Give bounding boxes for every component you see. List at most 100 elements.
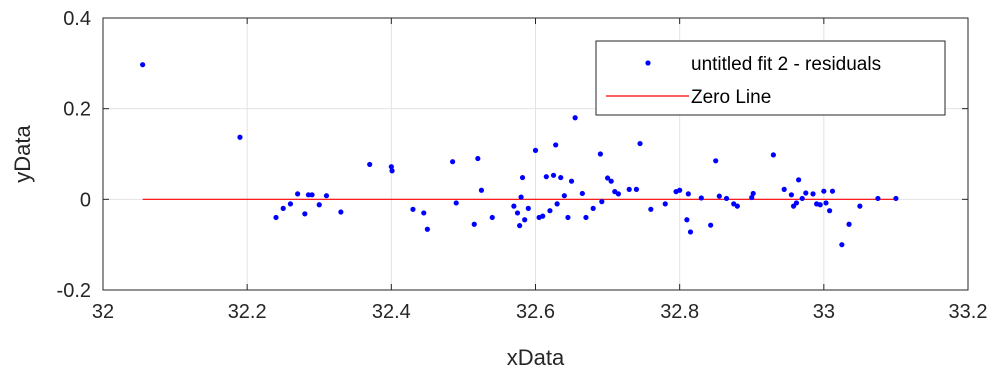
residual-point <box>857 203 863 209</box>
residual-point <box>140 62 146 68</box>
residual-point <box>550 172 557 178</box>
legend: untitled fit 2 - residuals Zero Line <box>595 40 946 116</box>
residual-point <box>846 221 852 227</box>
residual-point <box>604 175 611 181</box>
residual-point <box>489 214 495 221</box>
residual-point <box>553 142 559 148</box>
y-tick-label: 0.4 <box>63 8 91 30</box>
residual-point <box>579 190 585 197</box>
residual-point <box>517 223 523 229</box>
residual-point <box>713 158 719 164</box>
residual-point <box>295 191 301 197</box>
residual-point <box>875 195 881 202</box>
residual-point <box>698 195 704 201</box>
residual-point <box>518 194 524 200</box>
residual-point <box>519 174 526 181</box>
legend-label-residuals: untitled fit 2 - residuals <box>691 54 881 75</box>
residual-point <box>450 159 456 165</box>
residual-point <box>648 206 654 212</box>
residual-point <box>554 201 560 207</box>
residual-point <box>309 192 315 198</box>
residual-point <box>568 178 575 184</box>
residual-point <box>338 209 344 215</box>
residual-point <box>367 161 373 168</box>
residual-point <box>287 201 294 207</box>
residual-point <box>389 168 395 174</box>
residual-point <box>543 174 549 180</box>
axis-ticks <box>102 17 969 291</box>
residual-point <box>708 222 714 228</box>
residual-point <box>685 191 691 197</box>
residual-point <box>615 191 621 197</box>
residual-point <box>599 199 605 205</box>
residual-point <box>583 214 589 221</box>
x-tick-label: 32.2 <box>228 301 267 323</box>
residual-point <box>522 217 528 223</box>
residual-point <box>471 221 477 227</box>
residual-point <box>788 192 794 198</box>
x-tick-label: 32 <box>92 301 114 323</box>
residual-point <box>478 187 485 193</box>
y-tick-label: 0 <box>80 189 91 211</box>
residual-point <box>421 210 427 216</box>
residual-point <box>821 188 827 194</box>
residual-point <box>684 217 690 223</box>
x-tick-label: 32.8 <box>660 301 699 323</box>
residual-point <box>590 205 596 211</box>
residual-point <box>547 208 553 214</box>
residual-point <box>662 201 668 207</box>
residual-point <box>323 193 330 199</box>
legend-box <box>595 40 946 116</box>
residual-point <box>781 186 787 192</box>
residual-point <box>637 140 643 147</box>
residual-point <box>608 178 614 184</box>
residual-point <box>633 186 640 192</box>
residual-point <box>793 200 800 206</box>
residual-point <box>799 195 805 202</box>
residual-point <box>597 151 603 157</box>
residual-point <box>572 115 578 121</box>
residual-point <box>424 226 430 232</box>
residual-point <box>817 202 823 208</box>
residual-point <box>410 206 416 212</box>
residual-point <box>687 229 694 235</box>
residual-point <box>453 200 459 206</box>
residual-point <box>511 203 517 209</box>
residual-point <box>302 211 308 217</box>
residual-point <box>803 190 809 196</box>
x-tick-label: 33.2 <box>949 301 988 323</box>
residual-point <box>475 155 481 162</box>
y-axis-label: yData <box>10 125 35 183</box>
residual-point <box>305 192 312 198</box>
residual-point <box>237 134 243 140</box>
residual-point <box>280 205 286 211</box>
residual-point <box>734 203 740 209</box>
residual-point <box>723 195 730 202</box>
x-tick-label: 32.4 <box>372 301 411 323</box>
residual-point <box>716 193 722 199</box>
residual-point <box>827 208 833 214</box>
y-tick-label: 0.2 <box>63 99 91 121</box>
residual-point <box>532 147 539 153</box>
residual-point <box>750 190 756 197</box>
residual-point <box>525 205 531 211</box>
tick-labels: 32 32.2 32.4 32.6 32.8 33 33.2 -0.2 0 0.2 0.4 <box>57 8 988 323</box>
residual-point <box>893 195 899 202</box>
x-tick-label: 33 <box>813 301 835 323</box>
residual-point <box>561 193 567 199</box>
residual-point <box>514 210 521 216</box>
residual-point <box>316 202 322 208</box>
residual-point <box>540 213 546 219</box>
residual-point <box>796 177 802 183</box>
residual-point <box>626 186 632 192</box>
residual-point <box>770 152 776 158</box>
residual-point <box>810 191 816 197</box>
plot-area <box>140 62 899 248</box>
residual-point <box>677 187 683 193</box>
y-tick-label: -0.2 <box>57 280 91 302</box>
residual-point <box>565 214 571 221</box>
residual-point <box>749 194 755 201</box>
legend-label-zero-line: Zero Line <box>691 87 771 108</box>
x-tick-label: 32.6 <box>516 301 555 323</box>
